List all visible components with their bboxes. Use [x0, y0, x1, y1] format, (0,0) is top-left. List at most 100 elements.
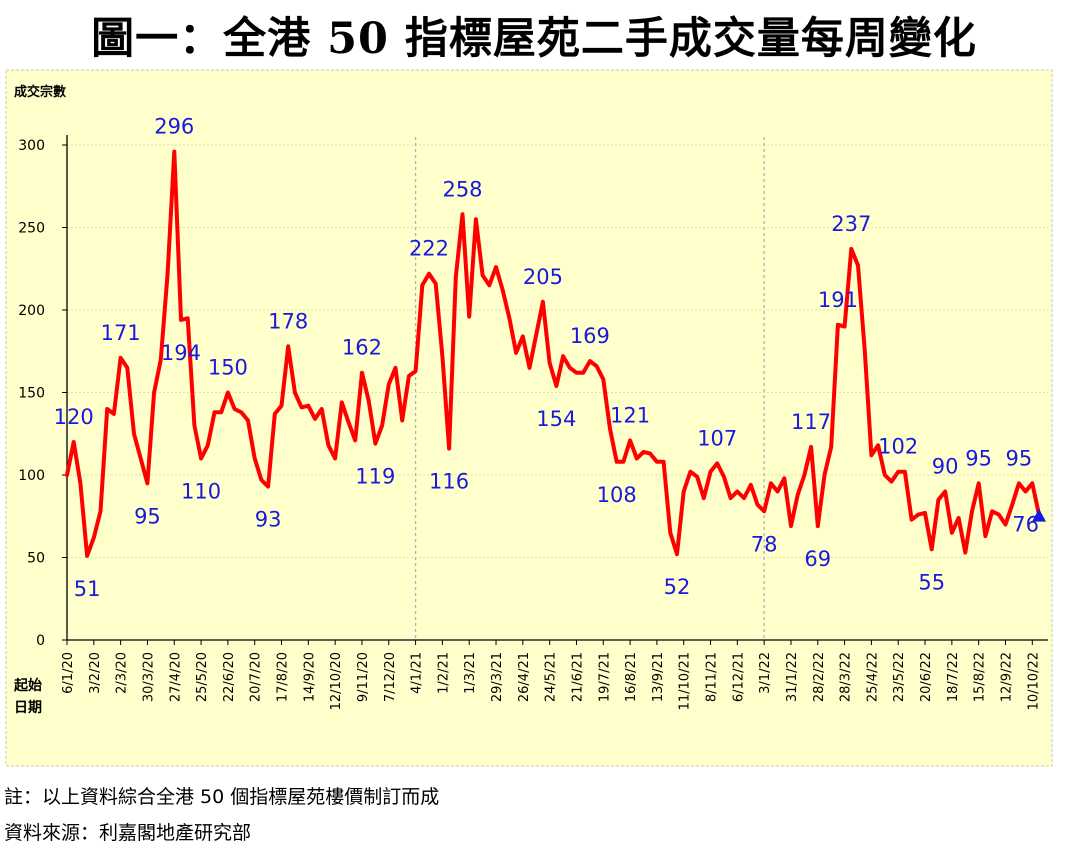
data-point — [796, 493, 800, 497]
data-point — [977, 481, 981, 485]
data-point — [233, 407, 237, 411]
data-point — [447, 447, 451, 451]
data-label: 108 — [597, 483, 637, 507]
data-point — [936, 498, 940, 502]
data-label: 121 — [610, 403, 650, 427]
data-point — [159, 358, 163, 361]
x-tick-label: 11/10/21 — [678, 652, 693, 710]
y-axis-label: 成交宗數 — [14, 84, 66, 100]
data-point — [501, 288, 505, 292]
data-point — [507, 316, 511, 320]
data-point — [407, 374, 411, 378]
x-tick-label: 1/3/21 — [463, 652, 478, 694]
data-point — [212, 410, 216, 414]
data-point — [601, 377, 605, 381]
data-label: 102 — [878, 435, 918, 459]
data-label: 95 — [1006, 446, 1033, 470]
x-tick-label: 3/2/20 — [88, 652, 103, 694]
data-point — [414, 369, 418, 373]
data-point — [581, 371, 585, 375]
data-point — [266, 485, 270, 489]
data-label: 150 — [208, 356, 248, 380]
data-label: 93 — [255, 508, 282, 532]
y-tick-label: 300 — [18, 138, 45, 154]
data-point — [541, 300, 545, 304]
data-point — [273, 412, 277, 416]
data-label: 95 — [134, 504, 161, 528]
data-point — [970, 509, 974, 513]
data-point — [380, 424, 384, 427]
data-point — [1017, 481, 1021, 485]
data-point — [876, 443, 880, 447]
y-tick-label: 100 — [18, 468, 45, 484]
x-tick-label: 14/9/20 — [302, 652, 317, 702]
y-tick-label: 150 — [18, 386, 45, 402]
data-point — [1010, 503, 1014, 507]
data-point — [621, 460, 625, 464]
data-point — [568, 366, 572, 370]
data-point — [883, 473, 887, 477]
data-point — [454, 275, 458, 279]
x-tick-label: 17/8/20 — [276, 652, 291, 702]
data-label: 119 — [355, 465, 395, 489]
data-point — [387, 382, 391, 386]
data-label: 95 — [965, 446, 992, 470]
data-point — [65, 473, 69, 477]
data-point — [85, 554, 89, 558]
data-point — [313, 417, 317, 421]
data-point — [280, 404, 284, 408]
data-point — [829, 445, 833, 449]
x-tick-label: 1/2/21 — [436, 652, 451, 694]
data-label: 107 — [697, 426, 737, 450]
data-point — [420, 283, 424, 287]
x-tick-label: 13/9/21 — [651, 652, 666, 702]
data-point — [192, 424, 196, 427]
data-point — [628, 438, 632, 442]
data-point — [494, 265, 498, 269]
data-label: 296 — [154, 115, 194, 139]
data-label: 154 — [536, 407, 576, 431]
data-point — [360, 371, 364, 375]
data-point — [226, 391, 230, 394]
data-point — [896, 470, 900, 474]
data-point — [641, 450, 645, 454]
x-tick-label: 6/12/21 — [731, 652, 746, 702]
data-point — [890, 480, 894, 484]
data-point — [729, 496, 733, 500]
data-label: 194 — [161, 341, 201, 365]
x-tick-label: 6/1/20 — [61, 652, 76, 694]
data-label: 110 — [181, 480, 221, 504]
data-label: 120 — [54, 405, 94, 429]
series-layer — [65, 149, 1046, 558]
x-tick-label: 25/5/20 — [195, 652, 210, 702]
line-chart: 0 50 100 150 200 250 300 6/1/20 3/2/20 2/3/20 30/… — [5, 69, 1053, 767]
data-point — [333, 457, 337, 460]
data-point — [132, 432, 136, 436]
x-tick-label: 28/3/22 — [839, 652, 854, 702]
x-tick-label: 2/3/20 — [115, 652, 130, 694]
data-point — [481, 273, 485, 277]
x-axis-label: 起始日期 — [13, 677, 42, 716]
data-label: 117 — [791, 410, 831, 434]
data-label: 162 — [342, 336, 382, 360]
data-point — [735, 490, 739, 493]
x-tick-label: 24/5/21 — [544, 652, 559, 702]
data-point — [434, 282, 438, 286]
data-point — [145, 481, 149, 485]
data-point — [326, 443, 330, 447]
data-label: 90 — [932, 455, 959, 479]
data-point — [548, 361, 552, 365]
data-point — [903, 470, 907, 474]
data-point — [179, 318, 183, 322]
data-label: 55 — [918, 570, 945, 594]
data-point — [836, 323, 840, 327]
data-point — [910, 518, 914, 522]
data-point — [186, 316, 190, 320]
data-point — [769, 481, 773, 485]
data-label: 258 — [442, 177, 482, 201]
data-point — [1024, 490, 1028, 493]
data-point — [1030, 481, 1034, 485]
x-tick-label: 12/9/22 — [999, 652, 1014, 702]
data-point — [702, 496, 706, 500]
data-label: 222 — [409, 237, 449, 261]
